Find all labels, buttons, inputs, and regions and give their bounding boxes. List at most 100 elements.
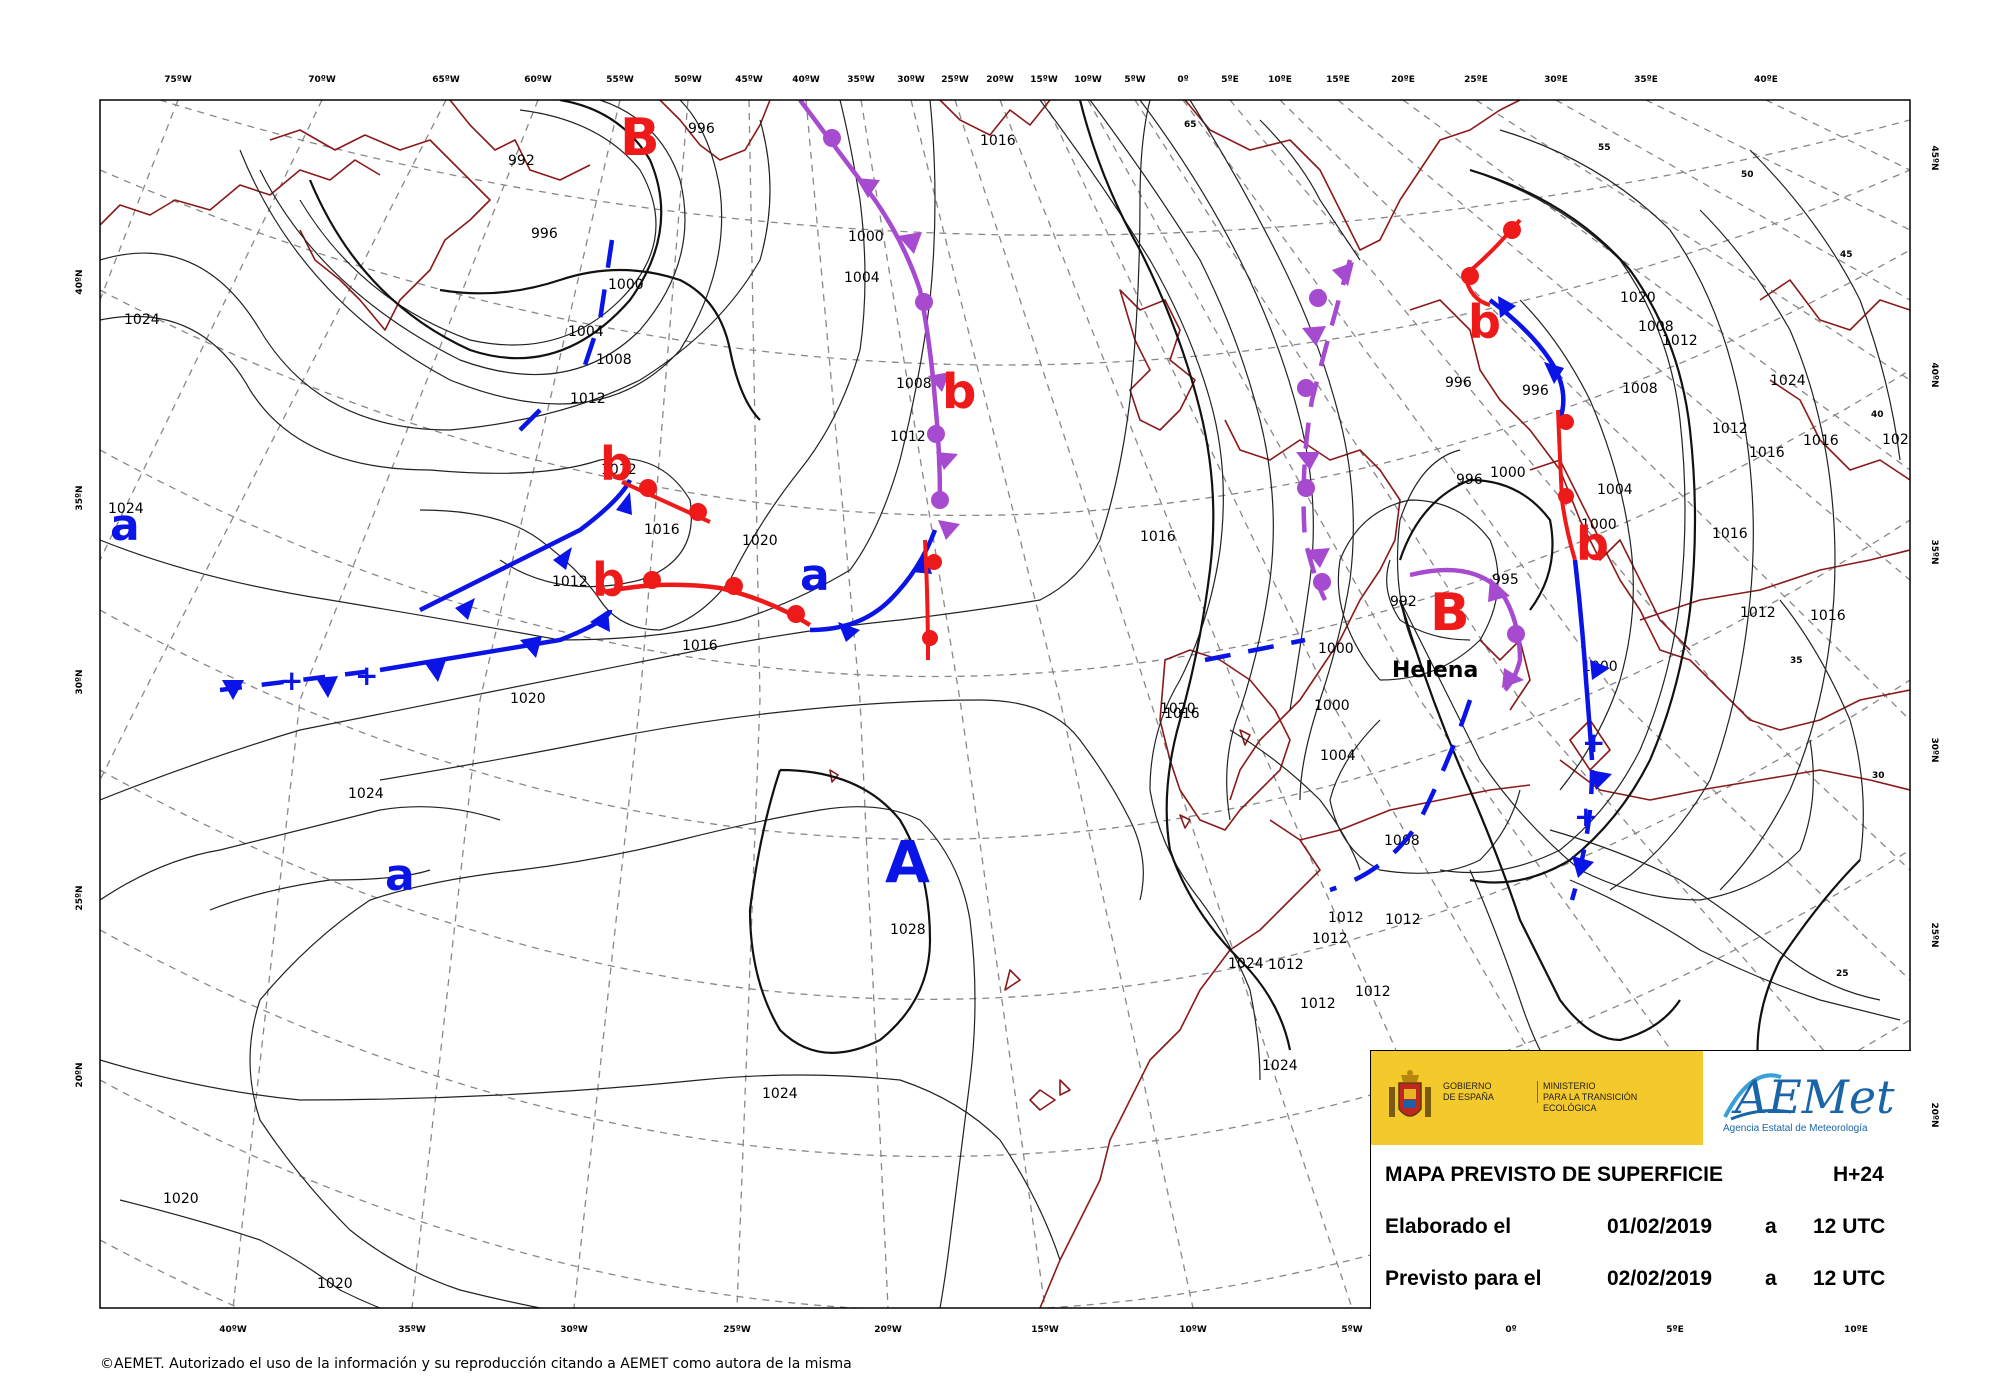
lat-label-right: 40ºN [1929, 362, 1939, 387]
lat-label-right: 25ºN [1929, 922, 1939, 947]
grid-lat-number: 50 [1741, 170, 1754, 180]
front-triangle [424, 660, 446, 682]
front-line-dashed [1301, 259, 1353, 602]
lon-label-top: 15ºW [1030, 75, 1058, 85]
isobar-label: 1020 [510, 691, 546, 707]
coat-of-arms-icon [1389, 1070, 1431, 1117]
lon-label-top: 60ºW [524, 75, 552, 85]
front-triangle [455, 598, 475, 620]
valid-time: 12 UTC [1813, 1267, 1886, 1290]
isobar-label: 1012 [890, 429, 926, 445]
grid-latitude-numbers: 65 55 50 45 40 35 30 25 [1184, 120, 1885, 979]
front-semicircle [922, 630, 938, 646]
grid-lat-number: 25 [1836, 969, 1849, 979]
low-center-minor: b [1576, 517, 1609, 571]
cold-front-east [1488, 296, 1566, 421]
cold-front-west [418, 478, 633, 620]
bottom-longitude-labels: 40ºW 35ºW 30ºW 25ºW 20ºW 15ºW 10ºW 5ºW 0… [219, 1325, 1868, 1335]
isobar-label: 1012 [601, 462, 637, 478]
map-frame [99, 99, 1911, 1309]
front-triangle [1590, 660, 1610, 680]
isobar-label: 1020 [1882, 432, 1918, 448]
forecast-info-panel: GOBIERNO DE ESPAÑA MINISTERIO PARA LA TR… [1370, 1050, 1911, 1309]
lon-label-top: 30ºW [897, 75, 925, 85]
isobar-label: 992 [1390, 594, 1417, 610]
isobar-label: 1012 [1385, 912, 1421, 928]
government-logo-block: GOBIERNO DE ESPAÑA MINISTERIO PARA LA TR… [1371, 1051, 1703, 1145]
front-triangle [616, 492, 632, 515]
isobar-label: 1004 [1597, 482, 1633, 498]
isobar-label: 1016 [980, 133, 1016, 149]
occluded-front-central [798, 100, 960, 540]
isobar-label: 1016 [1803, 433, 1839, 449]
occlusion-semicircle [1507, 625, 1525, 643]
low-center-minor: b [592, 553, 625, 607]
isobar-label: 1008 [596, 352, 632, 368]
front-triangle [316, 676, 338, 698]
lat-label-right: 45ºN [1929, 145, 1939, 170]
grid-lat-number: 40 [1871, 410, 1884, 420]
isobar-label: 1020 [1160, 701, 1196, 717]
warm-front-east [1461, 218, 1522, 307]
ministry-line-1: MINISTERIO [1543, 1081, 1596, 1091]
low-pressure-center: B [1430, 583, 1470, 643]
isobar-label: 996 [1522, 383, 1549, 399]
trough-line-north-end [518, 408, 542, 432]
valid-row: Previsto para el 02/02/2019 a 12 UTC [1385, 1267, 1905, 1291]
lon-label-top: 25ºW [941, 75, 969, 85]
lon-label-bottom: 10ºW [1179, 1325, 1207, 1335]
occlusion-semicircle [1313, 573, 1331, 591]
isobar-label: 1012 [1328, 910, 1364, 926]
front-semicircle [689, 503, 707, 521]
low-center-minor: b [942, 364, 976, 420]
occluded-front-helena [1409, 567, 1525, 692]
isobar-label: 1016 [682, 638, 718, 654]
isobar-label: 1000 [608, 277, 644, 293]
lat-label-right: 20ºN [1929, 1102, 1939, 1127]
lon-label-bottom: 40ºW [219, 1325, 247, 1335]
isobar-label: 1000 [1490, 465, 1526, 481]
lon-label-top: 55ºW [606, 75, 634, 85]
occlusion-semicircle [927, 425, 945, 443]
lon-label-top: 30ºE [1544, 75, 1568, 85]
isobar-label: 1020 [317, 1276, 353, 1292]
front-triangle [520, 636, 542, 658]
isobar-label: 1012 [1662, 333, 1698, 349]
aemet-logo-text: AEMet [1731, 1070, 1895, 1124]
occlusion-triangle [1502, 668, 1524, 688]
lon-label-bottom: 0º [1505, 1325, 1516, 1335]
isobar-label: 1000 [848, 229, 884, 245]
storm-name: Helena [1392, 658, 1478, 683]
isobar-label: 1012 [1312, 931, 1348, 947]
front-line [603, 582, 812, 627]
valid-date: 02/02/2019 [1607, 1267, 1713, 1290]
occlusion-triangle [1488, 578, 1510, 602]
lon-label-top: 5ºE [1221, 75, 1239, 85]
left-latitude-labels: 40ºN 35ºN 30ºN 25ºN 20ºN [75, 269, 85, 1087]
lon-label-bottom: 5ºE [1666, 1325, 1684, 1335]
lon-label-top: 45ºW [735, 75, 763, 85]
isobar-label: 1016 [1712, 526, 1748, 542]
lon-label-top: 0º [1177, 75, 1188, 85]
made-time: 12 UTC [1813, 1215, 1886, 1238]
front-triangle [1498, 296, 1516, 318]
occlusion-semicircle [1297, 379, 1315, 397]
low-center-minor: b [600, 437, 633, 491]
isobar-label: 995 [1492, 572, 1519, 588]
trough-line-mediterranean [1329, 699, 1473, 893]
occlusion-triangle [1302, 326, 1326, 346]
copyright-notice: ©AEMET. Autorizado el uso de la informac… [100, 1356, 852, 1372]
warm-front-north [621, 479, 711, 524]
lon-label-top: 75ºW [164, 75, 192, 85]
made-at: a [1765, 1215, 1777, 1238]
isobar-label: 1012 [1300, 996, 1336, 1012]
cold-front-lower: + + [219, 609, 613, 700]
isobar-label: 1020 [1620, 290, 1656, 306]
front-cross: + [280, 664, 303, 697]
made-row: Elaborado el 01/02/2019 a 12 UTC [1385, 1215, 1905, 1239]
front-semicircle [643, 571, 661, 589]
lon-label-bottom: 15ºW [1031, 1325, 1059, 1335]
occlusion-triangle [1296, 452, 1320, 470]
front-semicircle [787, 605, 805, 623]
front-cross: + [1574, 800, 1597, 833]
